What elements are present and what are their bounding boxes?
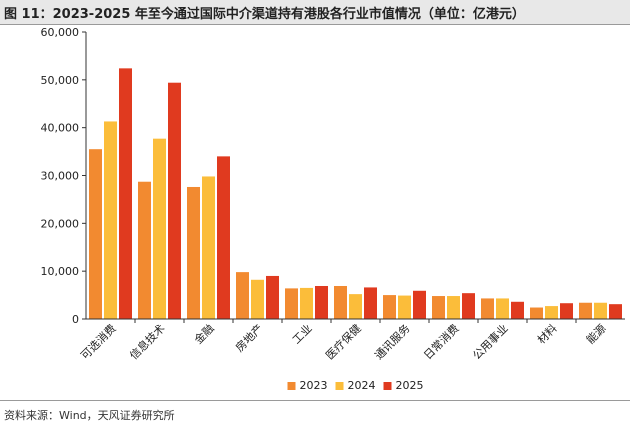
legend-label-2023: 2023 [300, 379, 328, 392]
bar-2024 [594, 302, 607, 319]
bar-2024 [545, 306, 558, 319]
bar-2023 [481, 298, 494, 319]
y-tick-label: 40,000 [41, 122, 80, 135]
x-tick-label: 信息技术 [127, 321, 168, 362]
x-tick-label: 材料 [534, 321, 559, 346]
bar-2023 [89, 149, 102, 319]
bar-2024 [202, 176, 215, 319]
x-tick-label: 通讯服务 [372, 322, 412, 362]
bar-2025 [462, 293, 475, 319]
bar-2025 [315, 285, 328, 319]
y-tick-label: 10,000 [41, 265, 80, 278]
x-tick-label: 可选消费 [78, 321, 119, 362]
bar-2024 [398, 295, 411, 319]
bar-2025 [119, 68, 132, 319]
footer-rule [0, 400, 630, 401]
bar-2025 [560, 303, 573, 319]
y-tick-label: 50,000 [41, 74, 80, 87]
x-tick-label: 金融 [191, 321, 216, 346]
bar-2025 [217, 156, 230, 319]
source-note: 资料来源：Wind，天风证券研究所 [4, 409, 175, 422]
legend-label-2024: 2024 [348, 379, 376, 392]
bar-2024 [496, 298, 509, 319]
bar-2025 [168, 82, 181, 319]
title-bar: 图 11：2023-2025 年至今通过国际中介渠道持有港股各行业市值情况（单位… [0, 0, 630, 24]
y-tick-label: 60,000 [41, 26, 80, 39]
bar-2025 [511, 301, 524, 319]
x-tick-label: 房地产 [232, 321, 265, 354]
x-tick-label: 日常消费 [421, 321, 462, 362]
bar-2024 [104, 121, 117, 319]
bar-2023 [187, 186, 200, 319]
bar-2023 [236, 272, 249, 319]
legend-swatch-2025 [383, 382, 392, 390]
y-axis: 0 10,000 20,000 30,000 40,000 50,000 60,000 [41, 26, 87, 326]
title-rule [0, 24, 630, 25]
bars [89, 68, 622, 319]
x-axis: 可选消费 信息技术 金融 房地产 工业 医疗保健 通讯服务 日常消费 公用事业 材料 能源 [78, 318, 625, 362]
bar-2023 [579, 302, 592, 319]
legend-label-2025: 2025 [396, 379, 424, 392]
x-tick-label: 医疗保健 [323, 321, 364, 362]
bar-2023 [138, 181, 151, 319]
x-tick-label: 工业 [290, 322, 315, 347]
legend-swatch-2024 [335, 382, 344, 390]
bar-2023 [432, 296, 445, 319]
legend-swatch-2023 [287, 382, 296, 390]
bar-2024 [153, 138, 166, 319]
bar-2025 [364, 287, 377, 319]
y-tick-label: 30,000 [41, 170, 80, 183]
bar-2023 [530, 307, 543, 319]
legend: 2023 2024 2025 [287, 379, 424, 392]
chart-title: 图 11：2023-2025 年至今通过国际中介渠道持有港股各行业市值情况（单位… [4, 7, 525, 22]
bar-2024 [251, 279, 264, 319]
bar-2024 [447, 296, 460, 319]
bar-2024 [300, 287, 313, 319]
y-tick-label: 20,000 [41, 217, 80, 230]
bar-2025 [609, 304, 622, 319]
x-tick-label: 公用事业 [470, 322, 510, 362]
y-tick-label: 0 [72, 313, 79, 326]
bar-2025 [413, 290, 426, 319]
bar-2023 [383, 295, 396, 319]
bar-2023 [334, 285, 347, 319]
bar-2025 [266, 275, 279, 319]
x-tick-label: 能源 [583, 321, 608, 346]
bar-2023 [285, 288, 298, 319]
bar-2024 [349, 294, 362, 319]
